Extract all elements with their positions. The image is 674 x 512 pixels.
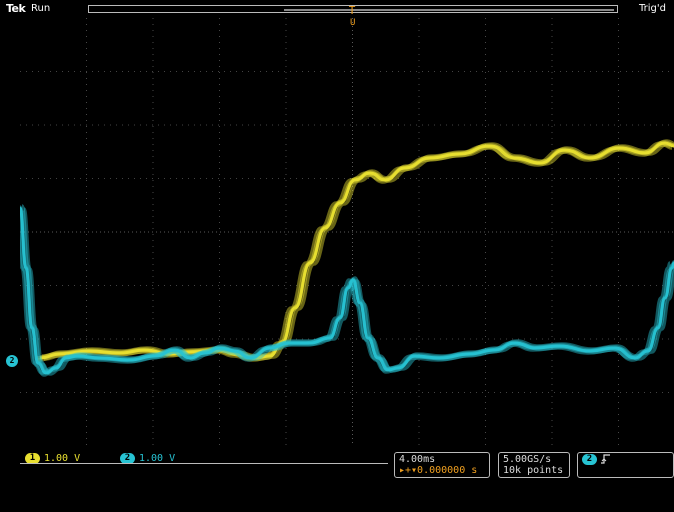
channel-2-scale: 1.00 V [139, 452, 176, 464]
channel-2-waveform [20, 204, 674, 377]
record-view-bar[interactable] [88, 5, 618, 13]
trigger-level-marker[interactable]: U [350, 18, 356, 28]
graticule-grid [20, 18, 674, 446]
record-length: 10k points [503, 465, 564, 476]
channel-readout-divider [20, 463, 388, 464]
channel-1-trace-stroke [41, 139, 674, 358]
channel-2-ground-marker[interactable]: 2 [6, 355, 18, 367]
timebase-scale: 4.00ms [399, 454, 436, 465]
channel-2-trace-stroke [20, 204, 674, 373]
trigger-source-badge: 2 [582, 454, 597, 465]
channel-1-readout[interactable]: 1 1.00 V [25, 452, 80, 464]
channel-2-readout[interactable]: 2 1.00 V [120, 452, 175, 464]
channel-1-badge: 1 [25, 452, 40, 464]
trigger-status: Trig'd [639, 3, 666, 14]
channel-1-waveform [35, 139, 674, 362]
readout-bar: 1 1.00 V 2 1.00 V 4.00ms ▸+▾0.000000 s 5… [20, 452, 674, 478]
status-bar: Tek Run Trig'd [0, 0, 674, 18]
brand-logo: Tek [6, 2, 26, 15]
waveform-display [20, 18, 674, 446]
acquisition-readout[interactable]: 5.00GS/s 10k points [498, 452, 570, 478]
record-view-window [284, 9, 614, 11]
channel-2-badge: 2 [120, 452, 135, 464]
trigger-position-marker[interactable]: T [348, 4, 356, 17]
rising-edge-icon [601, 454, 611, 464]
acquisition-state[interactable]: Run [31, 3, 51, 14]
channel-2-trace-stroke [20, 206, 674, 375]
channel-2-trace-stroke [20, 210, 674, 377]
trigger-readout[interactable]: 2 [577, 452, 674, 478]
channel-1-trace-stroke [39, 141, 674, 360]
trigger-position-readout: ▸+▾0.000000 s [399, 465, 485, 476]
timebase-readout[interactable]: 4.00ms ▸+▾0.000000 s [394, 452, 490, 478]
trigger-position-value: ▸+▾0.000000 s [399, 465, 478, 476]
sample-rate: 5.00GS/s [503, 454, 552, 465]
channel-1-trace-stroke [39, 140, 674, 359]
channel-1-scale: 1.00 V [44, 452, 81, 464]
